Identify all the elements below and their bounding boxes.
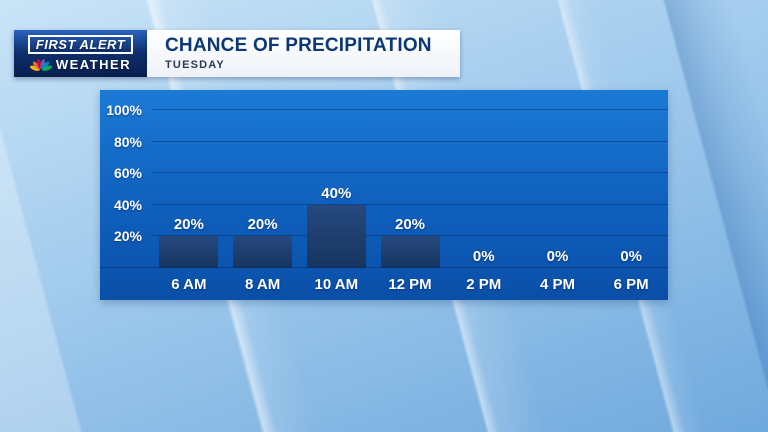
y-axis-label: 80%: [113, 133, 142, 150]
gridline: [152, 140, 668, 142]
bars-area: 20% 20% 40% 20% 0% 0% 0%: [152, 90, 668, 268]
bar-value-label: 0%: [472, 248, 495, 265]
gridline: [152, 109, 668, 110]
bar-column: 0%: [447, 90, 521, 268]
gridline: [152, 172, 668, 174]
x-axis-label: 6 AM: [171, 276, 207, 293]
bar-value-label: 20%: [247, 216, 278, 234]
bar-column: 0%: [594, 90, 668, 268]
gridlines: [152, 90, 668, 268]
bar-column: 20%: [373, 90, 447, 268]
first-alert-weather-logo: FIRST ALERT WEATHER: [14, 30, 147, 77]
bar: [306, 204, 366, 268]
bar-value-label: 0%: [546, 248, 569, 265]
brand-line2-row: WEATHER: [29, 57, 132, 72]
bar-value-label: 40%: [321, 184, 352, 202]
gridline: [152, 203, 668, 205]
bar-column: 20%: [152, 90, 226, 268]
plot-area: 100% 80% 60% 40% 20% 20% 20% 40% 20% 0% 0% 0%: [100, 90, 668, 268]
bar-value-label: 20%: [395, 216, 426, 234]
y-axis-label: 40%: [113, 196, 142, 213]
header-subtitle: TUESDAY: [165, 59, 225, 71]
bar: [233, 236, 293, 268]
x-axis-baseline: [100, 267, 668, 268]
bar-column: 40%: [299, 90, 373, 268]
brand-line1: FIRST ALERT: [27, 35, 134, 54]
nbc-peacock-icon: [29, 58, 52, 71]
brand-line2: WEATHER: [55, 57, 132, 72]
page-title: CHANCE OF PRECIPITATION: [165, 35, 432, 56]
gridline: [152, 235, 668, 237]
y-axis-label: 100%: [106, 102, 142, 118]
bar-value-label: 20%: [173, 216, 204, 234]
y-axis: 100% 80% 60% 40% 20%: [100, 90, 146, 268]
bar: [380, 236, 440, 268]
x-axis-label: 6 PM: [613, 276, 649, 293]
bar-value-label: 0%: [620, 248, 643, 265]
header: CHANCE OF PRECIPITATION TUESDAY: [147, 30, 460, 77]
bar: [159, 236, 219, 268]
y-axis-label: 20%: [113, 228, 142, 245]
x-axis-label: 4 PM: [539, 276, 575, 293]
bar-column: 20%: [226, 90, 300, 268]
y-axis-label: 60%: [113, 165, 142, 182]
x-axis-label: 2 PM: [466, 276, 502, 293]
x-axis-label: 12 PM: [388, 276, 432, 293]
bar-column: 0%: [521, 90, 595, 268]
x-axis-label: 10 AM: [314, 276, 359, 293]
x-axis-label: 8 AM: [244, 276, 281, 293]
x-axis: 6 AM 8 AM 10 AM 12 PM 2 PM 4 PM 6 PM: [152, 268, 668, 300]
chart-panel: 100% 80% 60% 40% 20% 20% 20% 40% 20% 0% 0% 0% 6 AM…: [100, 90, 668, 300]
